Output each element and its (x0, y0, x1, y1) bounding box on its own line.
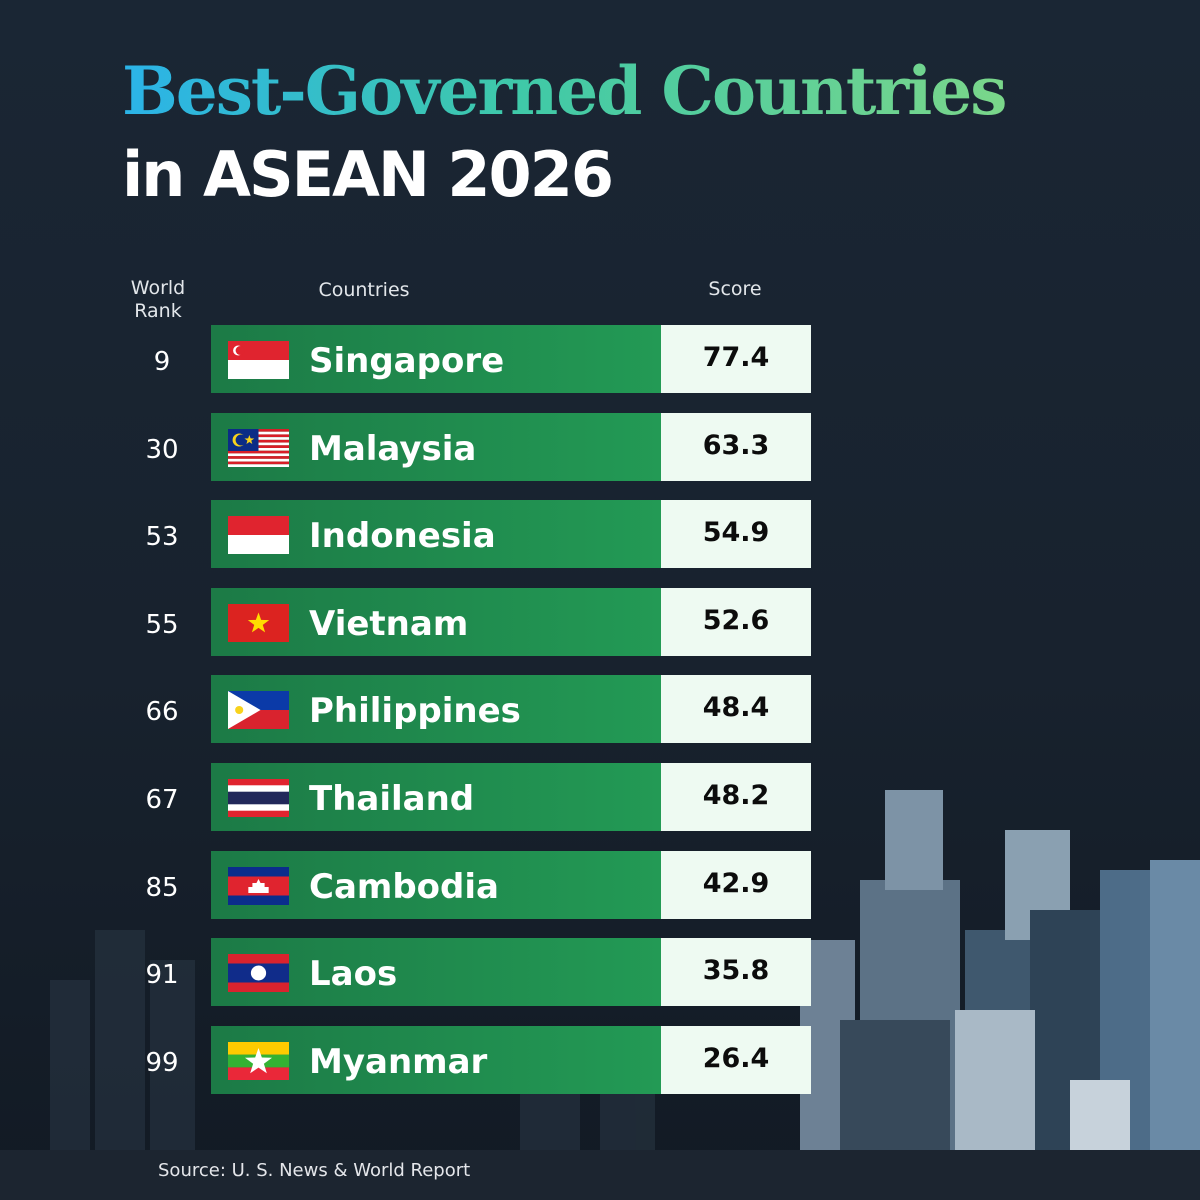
rank: 55 (145, 609, 179, 640)
flag-icon (228, 954, 289, 993)
score: 63.3 (661, 412, 811, 481)
country-name: Vietnam (309, 603, 469, 644)
country-bar: Myanmar (211, 1025, 661, 1094)
flag-icon (228, 691, 289, 730)
flag (228, 603, 289, 642)
column-header: Countries (318, 279, 410, 301)
country-bar: Philippines (211, 675, 661, 744)
country-bar: Malaysia (211, 412, 661, 481)
country-bar: Vietnam (211, 587, 661, 656)
country-name: Myanmar (309, 1041, 488, 1082)
title-line1: Best-Governed Countries (122, 52, 1007, 130)
score: 48.4 (661, 675, 811, 744)
country-name: Cambodia (309, 866, 499, 907)
flag (228, 1041, 289, 1080)
score: 35.8 (661, 938, 811, 1007)
rank: 53 (145, 522, 179, 553)
country-bar: Singapore (211, 325, 661, 393)
country-name: Singapore (309, 341, 505, 381)
rank: 9 (153, 347, 171, 377)
flag-icon (228, 341, 289, 379)
country-name: Philippines (309, 691, 521, 732)
score: 42.9 (661, 850, 811, 919)
score: 77.4 (661, 325, 811, 393)
flag (228, 866, 289, 905)
rank: 66 (145, 697, 179, 728)
rank: 67 (145, 785, 179, 815)
country-name: Thailand (309, 779, 475, 819)
flag-icon (228, 1041, 289, 1080)
column-header: Score (708, 278, 762, 300)
flag (228, 428, 289, 467)
flag-icon (228, 516, 289, 555)
score: 26.4 (661, 1025, 811, 1094)
flag (228, 516, 289, 555)
rank: 30 (145, 434, 179, 465)
score: 52.6 (661, 587, 811, 656)
country-name: Malaysia (309, 428, 477, 469)
country-bar: Laos (211, 938, 661, 1007)
score: 54.9 (661, 500, 811, 569)
flag (228, 341, 289, 379)
column-header: World Rank (130, 277, 186, 322)
towers (0, 790, 1200, 1200)
country-name: Indonesia (309, 516, 496, 557)
country-bar: Thailand (211, 763, 661, 831)
flag-icon (228, 603, 289, 642)
flag (228, 779, 289, 817)
title-line2: in ASEAN 2026 (122, 138, 614, 211)
rank: 91 (145, 960, 179, 991)
country-name: Laos (309, 954, 398, 995)
flag-icon (228, 779, 289, 817)
flag (228, 691, 289, 730)
country-bar: Cambodia (211, 850, 661, 919)
flag (228, 954, 289, 993)
rank: 85 (145, 872, 179, 903)
score: 48.2 (661, 763, 811, 831)
flag-icon (228, 866, 289, 905)
flag-icon (228, 428, 289, 467)
country-bar: Indonesia (211, 500, 661, 569)
rank: 99 (145, 1047, 179, 1078)
source: Source: U. S. News & World Report (158, 1160, 471, 1181)
